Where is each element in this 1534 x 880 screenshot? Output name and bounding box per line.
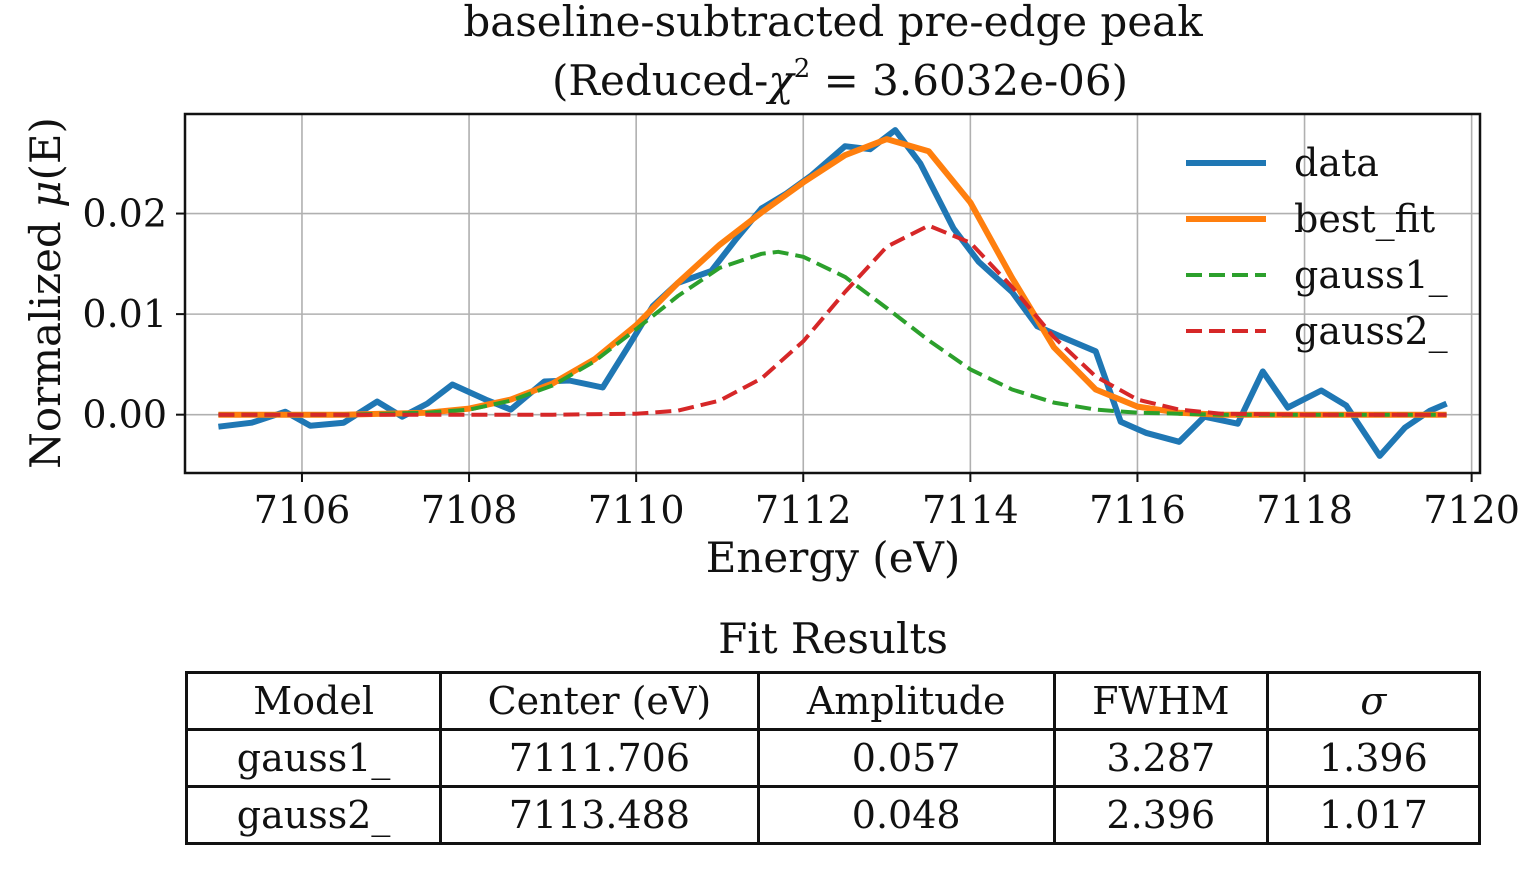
cell-center: 7111.706 xyxy=(439,728,760,788)
y-tick-label: 0.00 xyxy=(82,393,167,437)
x-tick-label: 7116 xyxy=(1089,488,1186,532)
x-tick-label: 7110 xyxy=(588,488,685,532)
cell-model: gauss2_ xyxy=(184,785,443,845)
header-model: Model xyxy=(184,671,443,731)
cell-center: 7113.488 xyxy=(439,785,760,845)
header-sigma: σ xyxy=(1265,671,1482,731)
x-tick-label: 7120 xyxy=(1423,488,1520,532)
series-line-data xyxy=(218,127,1448,459)
x-tick-label: 7106 xyxy=(254,488,351,532)
x-tick-label: 7112 xyxy=(755,488,852,532)
cell-amplitude: 0.057 xyxy=(756,728,1056,788)
x-tick-label: 7108 xyxy=(421,488,518,532)
table-title: Fit Results xyxy=(718,614,948,663)
chart-title: baseline-subtracted pre-edge peak xyxy=(463,0,1203,46)
chart-subtitle: (Reduced-χ2 = 3.6032e-06) xyxy=(552,54,1128,105)
chart-plot: baseline-subtracted pre-edge peak (Reduc… xyxy=(21,0,1520,582)
cell-fwhm: 2.396 xyxy=(1052,785,1269,845)
legend-label: best_fit xyxy=(1294,197,1435,242)
series-line-gauss1 xyxy=(218,249,1447,417)
table-header-row: Model Center (eV) Amplitude FWHM σ xyxy=(184,671,1482,731)
y-tick-label: 0.01 xyxy=(82,292,167,336)
axis-ticks: 7106 7108 7110 7112 7114 7116 7118 7120 0.00 0.01… xyxy=(82,192,1520,532)
x-axis-label: Energy (eV) xyxy=(706,533,961,582)
y-axis-label: Normalized μ(E) xyxy=(21,117,70,469)
cell-amplitude: 0.048 xyxy=(756,785,1056,845)
grid-lines xyxy=(185,114,1480,473)
plot-frame xyxy=(183,112,1482,475)
legend-label: gauss1_ xyxy=(1294,253,1448,298)
legend: data best_fit gauss1_ gauss2_ xyxy=(1186,141,1448,354)
table-row: gauss1_ 7111.706 0.057 3.287 1.396 xyxy=(184,728,1482,788)
series-group xyxy=(218,127,1448,459)
cell-fwhm: 3.287 xyxy=(1052,728,1269,788)
y-tick-label: 0.02 xyxy=(82,192,167,236)
cell-model: gauss1_ xyxy=(184,728,443,788)
header-amplitude: Amplitude xyxy=(756,671,1056,731)
cell-sigma: 1.396 xyxy=(1265,728,1482,788)
chart-container: baseline-subtracted pre-edge peak (Reduc… xyxy=(21,0,1520,582)
header-fwhm: FWHM xyxy=(1052,671,1269,731)
header-center: Center (eV) xyxy=(439,671,760,731)
cell-sigma: 1.017 xyxy=(1265,785,1482,845)
table-row: gauss2_ 7113.488 0.048 2.396 1.017 xyxy=(184,785,1482,845)
fit-results-table: Model Center (eV) Amplitude FWHM σ gauss… xyxy=(184,671,1482,845)
series-line-gauss2 xyxy=(218,223,1447,417)
x-tick-label: 7114 xyxy=(922,488,1019,532)
x-tick-label: 7118 xyxy=(1256,488,1353,532)
legend-label: data xyxy=(1294,141,1379,185)
legend-label: gauss2_ xyxy=(1294,309,1448,354)
